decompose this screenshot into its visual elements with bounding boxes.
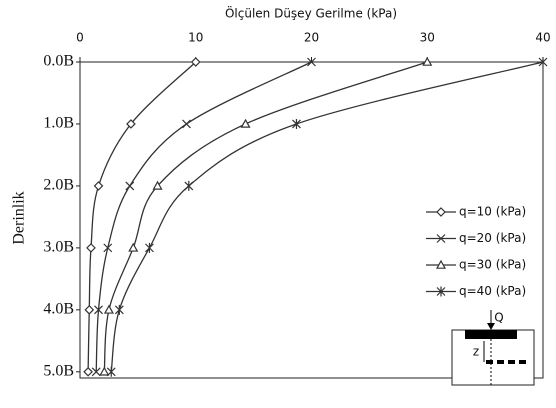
y-tick-label: 3.0B xyxy=(43,239,74,256)
load-label: Q xyxy=(494,311,503,325)
marker xyxy=(85,306,93,314)
y-tick-label: 0.0B xyxy=(43,53,74,70)
y-tick-label: 5.0B xyxy=(43,362,74,379)
marker xyxy=(115,305,123,315)
y-tick-label: 4.0B xyxy=(43,301,74,318)
y-axis-title: Derinlik xyxy=(11,191,28,244)
page: Ölçülen Düşey Gerilme (kPa) Derinlik Q z… xyxy=(0,0,556,408)
legend-label: q=20 (kPa) xyxy=(459,231,526,245)
marker xyxy=(129,244,137,251)
x-axis-title: Ölçülen Düşey Gerilme (kPa) xyxy=(225,5,397,21)
x-tick-label: 30 xyxy=(420,31,435,45)
marker xyxy=(126,182,134,190)
marker xyxy=(182,120,190,128)
y-tick-label: 2.0B xyxy=(43,177,74,194)
legend-label: q=40 (kPa) xyxy=(459,284,526,298)
legend-marker xyxy=(437,208,445,216)
marker xyxy=(242,120,250,127)
legend-label: q=10 (kPa) xyxy=(459,205,526,219)
marker xyxy=(87,244,95,252)
y-tick-label: 1.0B xyxy=(43,115,74,132)
x-tick-label: 10 xyxy=(188,31,203,45)
marker xyxy=(84,368,92,376)
series-line xyxy=(96,62,311,372)
series-line xyxy=(104,62,427,372)
marker xyxy=(100,368,108,375)
depth-label: z xyxy=(473,345,479,359)
legend-label: q=30 (kPa) xyxy=(459,258,526,272)
x-tick-label: 40 xyxy=(535,31,550,45)
marker xyxy=(95,182,103,190)
marker xyxy=(145,243,153,253)
marker xyxy=(104,244,112,252)
marker xyxy=(185,181,193,191)
marker xyxy=(105,306,113,313)
x-tick-label: 20 xyxy=(304,31,319,45)
marker xyxy=(107,367,115,377)
chart: Ölçülen Düşey Gerilme (kPa) Derinlik Q z… xyxy=(0,0,556,408)
x-tick-label: 0 xyxy=(76,31,84,45)
marker xyxy=(292,119,300,129)
footing xyxy=(465,330,517,339)
inset-diagram: Q z xyxy=(452,310,534,385)
